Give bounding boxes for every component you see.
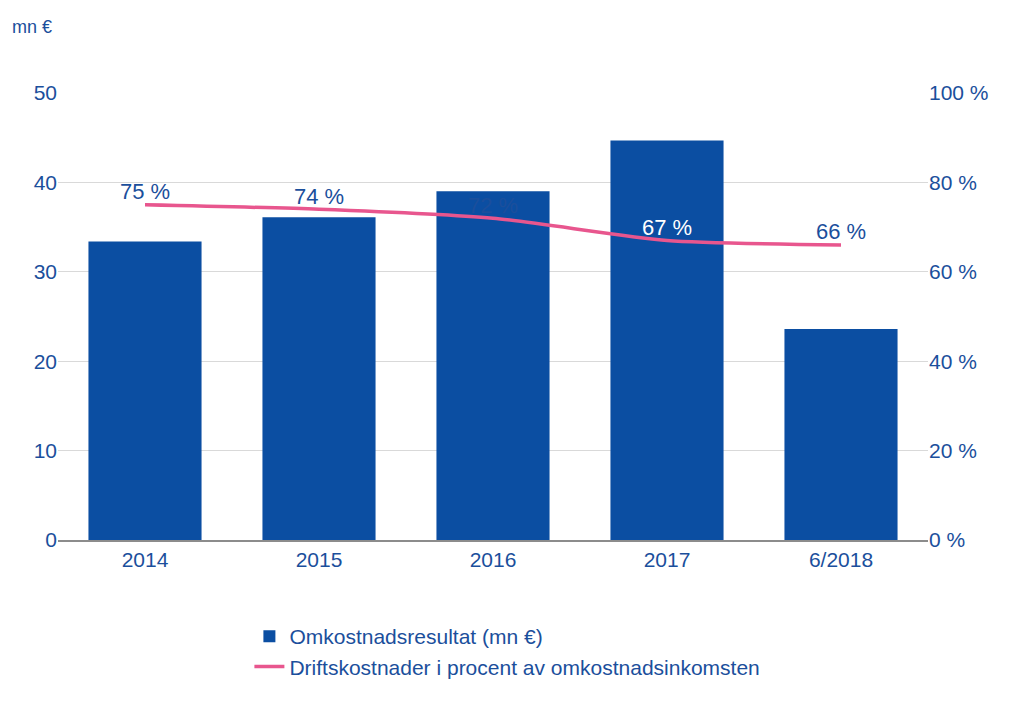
svg-text:72 %: 72 % [468,193,518,218]
svg-text:0: 0 [45,528,57,551]
svg-text:100 %: 100 % [929,81,989,104]
svg-text:66 %: 66 % [816,219,866,244]
svg-text:40 %: 40 % [929,350,977,373]
svg-text:50: 50 [34,81,57,104]
svg-text:40: 40 [34,171,57,194]
svg-text:30: 30 [34,260,57,283]
svg-text:mn €: mn € [12,17,52,37]
svg-text:20 %: 20 % [929,439,977,462]
svg-text:Omkostnadsresultat (mn €): Omkostnadsresultat (mn €) [289,625,542,648]
svg-text:2015: 2015 [296,548,343,571]
svg-text:2017: 2017 [644,548,691,571]
svg-text:67 %: 67 % [642,215,692,240]
svg-text:75 %: 75 % [120,179,170,204]
svg-text:2016: 2016 [470,548,517,571]
svg-text:60 %: 60 % [929,260,977,283]
svg-text:6/2018: 6/2018 [809,548,873,571]
svg-text:2014: 2014 [122,548,169,571]
svg-text:0 %: 0 % [929,528,965,551]
svg-text:20: 20 [34,350,57,373]
svg-text:Driftskostnader i procent av o: Driftskostnader i procent av omkostnadsi… [289,656,759,679]
svg-text:74 %: 74 % [294,184,344,209]
svg-text:80 %: 80 % [929,171,977,194]
svg-text:10: 10 [34,439,57,462]
